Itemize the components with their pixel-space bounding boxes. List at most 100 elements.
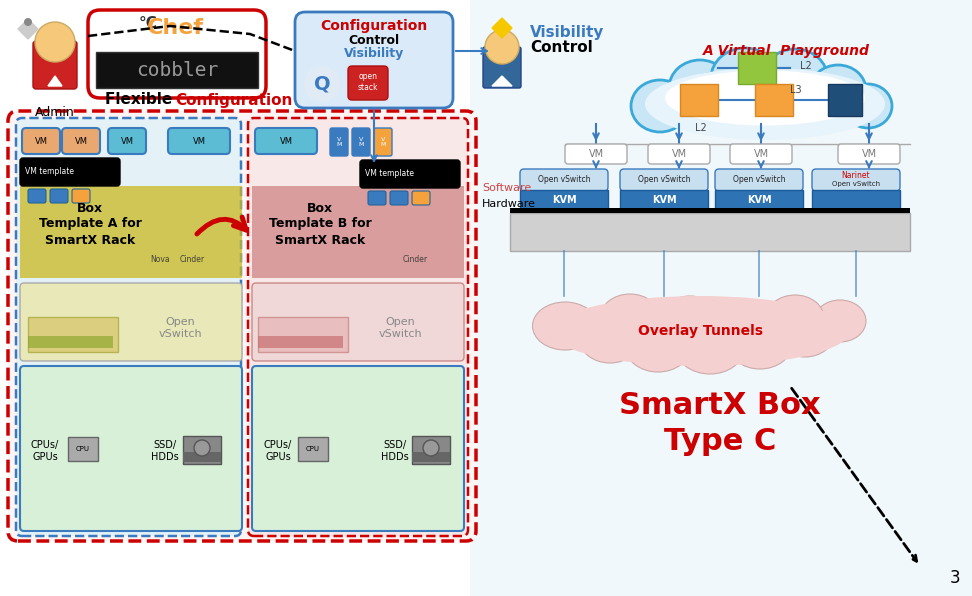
Polygon shape	[18, 19, 38, 39]
FancyBboxPatch shape	[22, 128, 60, 154]
Text: KVM: KVM	[552, 195, 576, 205]
Text: CPU: CPU	[306, 446, 320, 452]
Text: Software: Software	[482, 183, 532, 193]
Text: VM: VM	[588, 149, 604, 159]
Ellipse shape	[676, 322, 744, 374]
Text: Q: Q	[314, 74, 330, 94]
Bar	[680, 84, 718, 116]
Text: V
M: V M	[380, 136, 386, 147]
Ellipse shape	[625, 320, 691, 372]
FancyBboxPatch shape	[483, 47, 521, 88]
Bar	[96, 52, 258, 88]
Bar	[510, 213, 910, 251]
Ellipse shape	[776, 311, 834, 357]
Bar	[412, 452, 450, 462]
Ellipse shape	[550, 296, 850, 366]
FancyBboxPatch shape	[348, 66, 388, 100]
FancyBboxPatch shape	[352, 128, 370, 156]
Text: Visibility: Visibility	[344, 46, 404, 60]
Bar	[28, 317, 118, 352]
Circle shape	[423, 440, 439, 456]
Bar	[620, 190, 708, 210]
Circle shape	[24, 18, 32, 26]
Text: Cinder: Cinder	[180, 256, 204, 265]
Text: Open vSwitch: Open vSwitch	[638, 175, 690, 184]
Text: CPU: CPU	[76, 446, 90, 452]
Bar	[20, 186, 242, 278]
Ellipse shape	[579, 313, 641, 363]
FancyBboxPatch shape	[520, 169, 608, 191]
FancyBboxPatch shape	[168, 128, 230, 154]
FancyBboxPatch shape	[16, 118, 241, 536]
Text: Box: Box	[307, 201, 333, 215]
Bar	[68, 437, 98, 461]
Ellipse shape	[762, 49, 827, 107]
Text: °C: °C	[139, 15, 157, 30]
Bar	[812, 190, 900, 210]
Text: Type C: Type C	[664, 427, 777, 455]
FancyBboxPatch shape	[565, 144, 627, 164]
Bar	[183, 436, 221, 464]
FancyBboxPatch shape	[20, 158, 120, 186]
Bar	[252, 186, 464, 278]
Ellipse shape	[658, 296, 722, 346]
Circle shape	[485, 30, 519, 64]
Text: Admin: Admin	[35, 106, 75, 119]
Bar	[738, 52, 776, 84]
Text: SmartX Box: SmartX Box	[619, 392, 820, 421]
Circle shape	[304, 66, 340, 102]
Bar	[520, 190, 608, 210]
Text: VM template: VM template	[365, 169, 414, 178]
Polygon shape	[48, 76, 62, 86]
FancyArrowPatch shape	[197, 217, 246, 234]
Text: Open vSwitch: Open vSwitch	[733, 175, 785, 184]
Text: VM: VM	[672, 149, 686, 159]
FancyBboxPatch shape	[8, 111, 476, 541]
Text: L2: L2	[695, 123, 707, 133]
Ellipse shape	[665, 70, 865, 126]
Ellipse shape	[714, 300, 776, 348]
Circle shape	[194, 440, 210, 456]
Bar	[828, 84, 862, 116]
Text: VM: VM	[192, 136, 205, 145]
Ellipse shape	[631, 80, 689, 132]
FancyBboxPatch shape	[812, 169, 900, 191]
FancyBboxPatch shape	[374, 128, 392, 156]
Bar	[510, 208, 910, 213]
Text: 3: 3	[950, 569, 960, 587]
Text: VM: VM	[75, 136, 87, 145]
Text: SmartX Rack: SmartX Rack	[45, 234, 135, 247]
Text: L3: L3	[790, 85, 802, 95]
FancyBboxPatch shape	[28, 189, 46, 203]
Text: Configuration: Configuration	[175, 92, 293, 107]
Ellipse shape	[645, 68, 885, 140]
Text: Control: Control	[530, 39, 593, 54]
FancyBboxPatch shape	[252, 366, 464, 531]
Text: Open
vSwitch: Open vSwitch	[378, 317, 422, 339]
FancyBboxPatch shape	[360, 160, 460, 188]
Text: Cinder: Cinder	[402, 256, 428, 265]
Text: Configuration: Configuration	[321, 19, 428, 33]
Ellipse shape	[766, 295, 824, 341]
Text: VM: VM	[280, 136, 293, 145]
Text: VM: VM	[753, 149, 769, 159]
Text: SmartX Rack: SmartX Rack	[275, 234, 365, 247]
Text: Nova: Nova	[151, 256, 170, 265]
Text: Open
vSwitch: Open vSwitch	[158, 317, 202, 339]
Text: Visibility: Visibility	[530, 26, 605, 41]
Text: CPUs/
GPUs: CPUs/ GPUs	[31, 440, 59, 462]
Text: L2: L2	[800, 61, 812, 71]
FancyBboxPatch shape	[390, 191, 408, 205]
Text: VM: VM	[34, 136, 48, 145]
Text: VM: VM	[121, 136, 133, 145]
Circle shape	[35, 22, 75, 62]
Text: open
stack: open stack	[358, 72, 378, 92]
Text: cobbler: cobbler	[136, 61, 218, 79]
Ellipse shape	[669, 60, 731, 116]
Bar	[412, 436, 450, 464]
Text: Template A for: Template A for	[39, 218, 142, 231]
FancyBboxPatch shape	[20, 283, 242, 361]
Ellipse shape	[844, 84, 892, 128]
Text: Hardware: Hardware	[482, 199, 536, 209]
Ellipse shape	[810, 65, 866, 115]
